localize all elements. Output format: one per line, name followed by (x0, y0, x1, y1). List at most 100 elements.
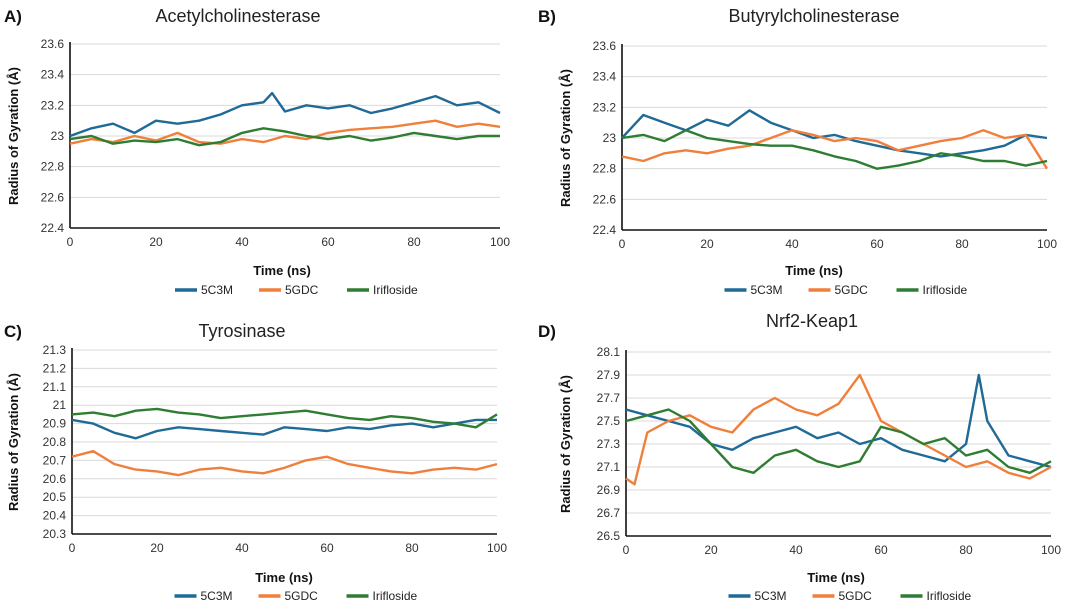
y-tick-label: 26.7 (597, 506, 621, 520)
chart-title: Tyrosinase (198, 321, 285, 341)
y-tick-label: 23 (51, 129, 65, 143)
y-tick-label: 23.6 (593, 39, 617, 53)
series-line-5c3m (71, 418, 497, 440)
chart-title: Nrf2-Keap1 (766, 311, 858, 331)
series-line-irifloside (621, 129, 1048, 170)
legend-label: 5GDC (285, 589, 319, 603)
y-tick-label: 20.6 (43, 472, 67, 486)
x-tick-label: 80 (955, 237, 969, 251)
legend-label: 5C3M (751, 283, 783, 297)
panel-label: C) (4, 322, 22, 341)
y-tick-label: 22.6 (41, 190, 65, 204)
x-tick-label: 40 (235, 541, 249, 555)
legend-label: 5C3M (755, 589, 787, 603)
y-tick-label: 27.1 (597, 460, 621, 474)
series-line-irifloside (625, 408, 1052, 474)
legend-label: 5C3M (201, 283, 233, 297)
x-tick-label: 40 (789, 543, 803, 557)
legend-label: 5GDC (285, 283, 319, 297)
y-tick-label: 20.7 (43, 453, 67, 467)
legend-label: Irifloside (923, 283, 968, 297)
x-tick-label: 0 (623, 543, 630, 557)
y-tick-label: 23.2 (41, 98, 65, 112)
x-tick-label: 80 (405, 541, 419, 555)
chart-panel-4: D) Nrf2-Keap1 26.5 26.7 26.9 27.1 27.3 27.5 27.7… (538, 311, 1061, 603)
legend-label: Irifloside (373, 589, 418, 603)
series-line-5c3m (69, 91, 501, 138)
y-tick-label: 21.2 (43, 361, 67, 375)
x-tick-label: 60 (874, 543, 888, 557)
y-tick-label: 23.4 (593, 70, 617, 84)
legend-label: 5C3M (201, 589, 233, 603)
y-axis-label: Radius of Gyration (Å) (6, 67, 21, 205)
legend-label: Irifloside (373, 283, 418, 297)
x-tick-label: 20 (150, 541, 164, 555)
series-line-5gdc (621, 129, 1049, 170)
x-tick-label: 0 (69, 541, 76, 555)
x-tick-label: 100 (490, 235, 510, 249)
panel-label: B) (538, 7, 556, 26)
y-tick-label: 23 (603, 131, 617, 145)
x-tick-label: 20 (700, 237, 714, 251)
y-tick-label: 23.2 (593, 100, 617, 114)
y-tick-label: 27.3 (597, 437, 621, 451)
x-tick-label: 100 (1041, 543, 1061, 557)
series-line-irifloside (69, 127, 500, 147)
x-tick-label: 60 (321, 235, 335, 249)
chart-panel-1: A) Acetylcholinesterase 22.4 22.6 22.8 23 23.2… (4, 6, 510, 297)
x-tick-label: 100 (487, 541, 507, 555)
y-axis-label: Radius of Gyration (Å) (558, 375, 573, 513)
x-axis-label: Time (ns) (255, 570, 313, 585)
chart-title: Acetylcholinesterase (155, 6, 320, 26)
y-tick-label: 20.3 (43, 527, 67, 541)
series-line-irifloside (71, 407, 498, 429)
y-tick-label: 26.9 (597, 483, 621, 497)
x-tick-label: 40 (785, 237, 799, 251)
y-tick-label: 22.8 (41, 160, 65, 174)
y-axis-label: Radius of Gyration (Å) (6, 373, 21, 511)
x-tick-label: 40 (235, 235, 249, 249)
y-tick-label: 21 (53, 398, 67, 412)
y-tick-label: 20.9 (43, 417, 67, 431)
y-tick-label: 27.7 (597, 391, 621, 405)
y-tick-label: 27.5 (597, 414, 621, 428)
x-tick-label: 100 (1037, 237, 1057, 251)
series-line-5c3m (625, 373, 1052, 469)
y-tick-label: 26.5 (597, 529, 621, 543)
x-axis-label: Time (ns) (807, 570, 865, 585)
x-tick-label: 80 (407, 235, 421, 249)
x-tick-label: 0 (619, 237, 626, 251)
legend-label: 5GDC (835, 283, 869, 297)
y-tick-label: 22.4 (593, 223, 617, 237)
y-axis-label: Radius of Gyration (Å) (558, 69, 573, 207)
x-tick-label: 60 (870, 237, 884, 251)
y-tick-label: 22.8 (593, 162, 617, 176)
y-tick-label: 28.1 (597, 345, 621, 359)
panel-label: D) (538, 322, 556, 341)
x-tick-label: 0 (67, 235, 74, 249)
y-tick-label: 23.4 (41, 68, 65, 82)
chart-panel-3: C) Tyrosinase 20.3 20.4 20.5 20.6 20.7 20.8 20.9… (4, 321, 507, 603)
chart-panel-2: B) Butyrylcholinesterase 22.4 22.6 22.8 23 23.… (538, 6, 1057, 297)
legend-label: 5GDC (839, 589, 873, 603)
x-tick-label: 60 (320, 541, 334, 555)
y-tick-label: 21.1 (43, 380, 67, 394)
legend-label: Irifloside (927, 589, 972, 603)
y-tick-label: 20.4 (43, 509, 67, 523)
x-axis-label: Time (ns) (785, 263, 843, 278)
y-tick-label: 22.6 (593, 192, 617, 206)
series-line-5gdc (625, 373, 1052, 486)
y-tick-label: 27.9 (597, 368, 621, 382)
x-tick-label: 80 (959, 543, 973, 557)
y-tick-label: 22.4 (41, 221, 65, 235)
y-tick-label: 20.5 (43, 490, 67, 504)
series-line-5gdc (71, 450, 498, 477)
x-tick-label: 20 (149, 235, 163, 249)
x-tick-label: 20 (704, 543, 718, 557)
y-tick-label: 23.6 (41, 37, 65, 51)
series-line-5c3m (621, 109, 1048, 158)
y-tick-label: 20.8 (43, 435, 67, 449)
panel-label: A) (4, 7, 22, 26)
chart-title: Butyrylcholinesterase (728, 6, 899, 26)
